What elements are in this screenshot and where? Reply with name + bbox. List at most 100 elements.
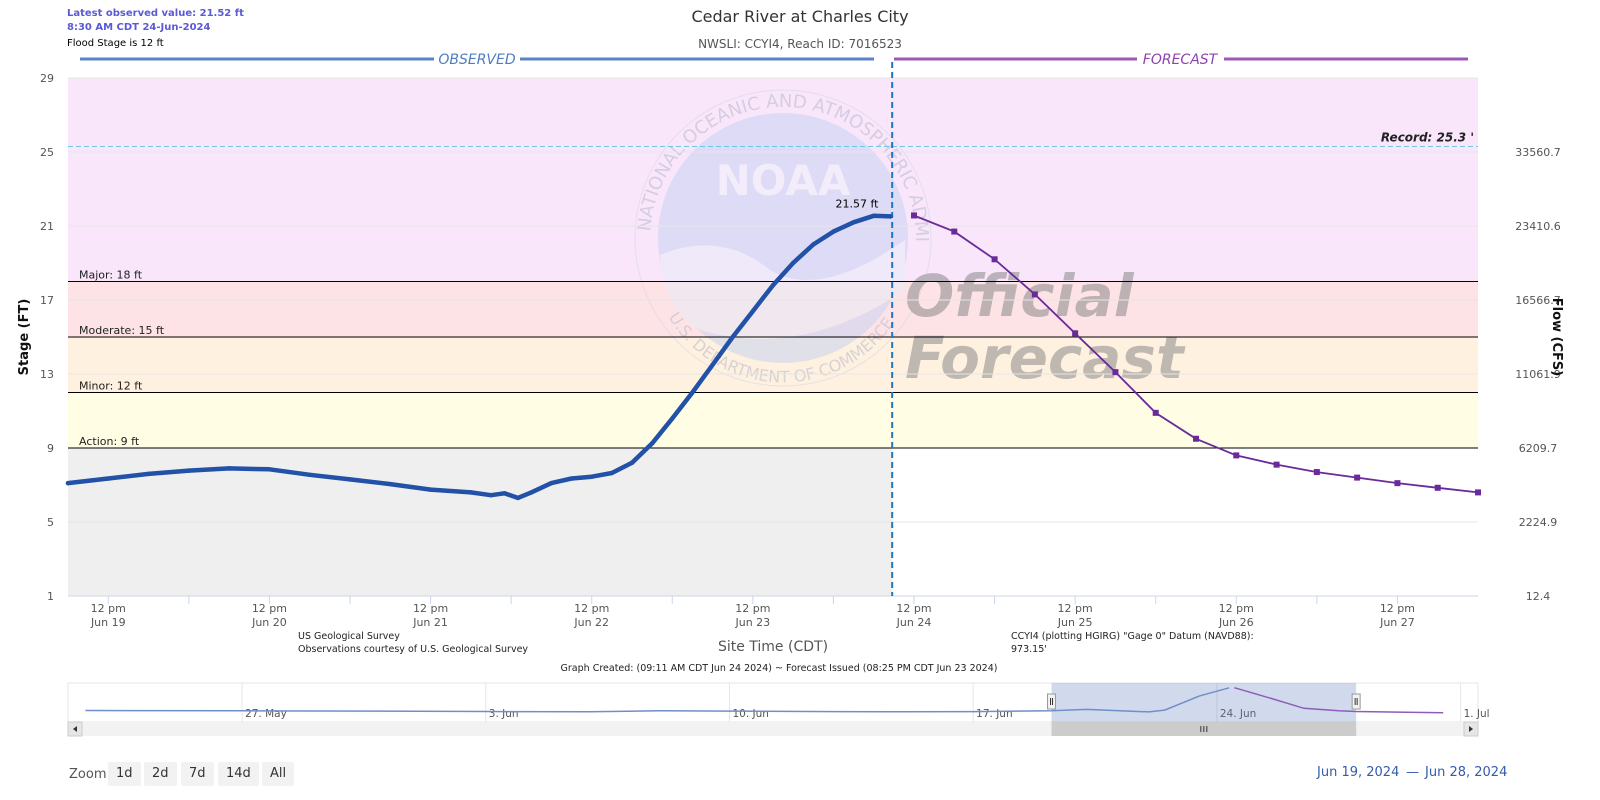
observed-point (388, 481, 393, 487)
forecast-point (1354, 474, 1361, 481)
observed-point (468, 490, 474, 495)
navigator-left-handle[interactable] (1047, 693, 1057, 710)
observed-point (569, 476, 574, 481)
observed-point (226, 466, 232, 471)
scroll-left-arrow-icon (73, 726, 77, 732)
forecast-point (1273, 461, 1280, 468)
noaa-bird-shape (660, 240, 905, 339)
forecast-point (1475, 489, 1481, 496)
navigator-date-label: 3. Jun (489, 708, 519, 720)
x-tick-date-label: Jun 25 (1057, 616, 1093, 629)
navigator-right-handle[interactable] (1351, 693, 1361, 710)
x-axis-title: Site Time (CDT) (718, 639, 828, 655)
zoom-14d-button[interactable]: 14d (218, 762, 259, 786)
observed-point (267, 467, 272, 472)
x-tick-time-label: 12 pm (896, 602, 931, 615)
noaa-logo-text: NOAA (716, 156, 851, 205)
y-tick-label: 17 (40, 294, 54, 307)
x-tick-time-label: 12 pm (1219, 602, 1254, 615)
forecast-point (1313, 469, 1320, 476)
x-tick-time-label: 12 pm (413, 602, 448, 615)
range-to[interactable]: Jun 28, 2024 (1425, 765, 1508, 780)
x-tick-time-label: 12 pm (574, 602, 609, 615)
y-tick-label: 21 (40, 220, 54, 233)
observed-point (888, 214, 893, 219)
y2-tick-label: 2224.9 (1519, 516, 1558, 529)
y2-tick-label: 12.4 (1526, 590, 1551, 603)
forecast-point (1394, 480, 1401, 487)
y2-tick-label: 33560.7 (1515, 146, 1561, 159)
forecast-point (951, 228, 958, 235)
observed-point (750, 308, 756, 314)
observed-point (589, 474, 594, 479)
official-stamp-text: Official (905, 262, 1135, 330)
observed-point (515, 495, 521, 501)
observed-point (790, 260, 796, 266)
y-tick-label: 5 (47, 516, 54, 529)
zoom-all-button[interactable]: All (262, 762, 295, 786)
threshold-label: Minor: 12 ft (79, 380, 143, 393)
record-label: Record: 25.3 ' (1381, 130, 1474, 144)
latest-value: Latest observed value: 21.52 ft (67, 8, 244, 19)
range-from[interactable]: Jun 19, 2024 (1317, 765, 1400, 780)
zoom-7d-button[interactable]: 7d (181, 762, 214, 786)
y2-tick-label: 11061.9 (1515, 368, 1561, 381)
chart-subtitle: NWSLI: CCYI4, Reach ID: 7016523 (698, 37, 902, 51)
y2-axis-title: Flow (CFS) (1549, 298, 1564, 376)
observed-point (609, 470, 615, 476)
datum-line2: 973.15' (1011, 644, 1047, 655)
handle-body[interactable] (1047, 693, 1057, 710)
x-tick-date-label: Jun 24 (896, 616, 932, 629)
datum-line1: CCYI4 (plotting HGIRG) "Gage 0" Datum (N… (1011, 631, 1254, 642)
observed-point (106, 476, 111, 481)
forecast-point (1031, 291, 1038, 298)
minor-band (68, 392, 1478, 448)
navigator-date-label: 10. Jun (732, 708, 768, 720)
forecast-point (1233, 452, 1240, 459)
threshold-label: Major: 18 ft (79, 269, 143, 282)
y-tick-label: 9 (47, 442, 54, 455)
forecast-section-label: FORECAST (1143, 52, 1219, 68)
observed-point (851, 220, 856, 225)
observed-point (529, 490, 534, 495)
observed-point (871, 213, 876, 219)
noaa-seal-ring (634, 89, 932, 387)
x-tick-date-label: Jun 21 (412, 616, 448, 629)
navigator-date-label: 27. May (245, 708, 287, 720)
forecast-point (911, 212, 917, 219)
x-tick-date-label: Jun 27 (1379, 616, 1415, 629)
threshold-label: Moderate: 15 ft (79, 324, 165, 337)
x-tick-time-label: 12 pm (1058, 602, 1093, 615)
chart-title: Cedar River at Charles City (691, 7, 909, 26)
navigator-date-label: 24. Jun (1220, 708, 1256, 720)
x-tick-time-label: 12 pm (252, 602, 287, 615)
zoom-1d-button[interactable]: 1d (108, 762, 141, 786)
x-tick-date-label: Jun 26 (1218, 616, 1254, 629)
observed-point (811, 242, 816, 247)
y-tick-label: 29 (40, 72, 54, 85)
x-tick-date-label: Jun 20 (251, 616, 287, 629)
observed-point (428, 487, 433, 492)
observed-point (65, 480, 71, 486)
forecast-stamp-text: Forecast (905, 324, 1186, 392)
usgs-credit-line2: Observations courtesy of U.S. Geological… (298, 644, 528, 655)
latest-time: 8:30 AM CDT 24-Jun-2024 (67, 22, 211, 33)
observed-point (670, 416, 675, 421)
forecast-point (1112, 369, 1119, 376)
navigator-selection[interactable] (1051, 683, 1357, 722)
zoom-label: Zoom (69, 767, 107, 782)
y2-tick-label: 16566.7 (1515, 294, 1561, 307)
y-tick-label: 25 (40, 146, 54, 159)
x-tick-time-label: 12 pm (1380, 602, 1415, 615)
observed-point (488, 492, 494, 498)
zoom-2d-button[interactable]: 2d (144, 762, 177, 786)
y-tick-label: 13 (40, 368, 54, 381)
navigator-date-label: 1. Jul (1464, 708, 1490, 720)
handle-body[interactable] (1351, 693, 1361, 710)
threshold-label: Action: 9 ft (79, 435, 140, 448)
observed-point (649, 441, 655, 446)
y-axis-title: Stage (FT) (17, 299, 32, 376)
forecast-point (1193, 435, 1199, 442)
observed-section-label: OBSERVED (438, 52, 516, 68)
